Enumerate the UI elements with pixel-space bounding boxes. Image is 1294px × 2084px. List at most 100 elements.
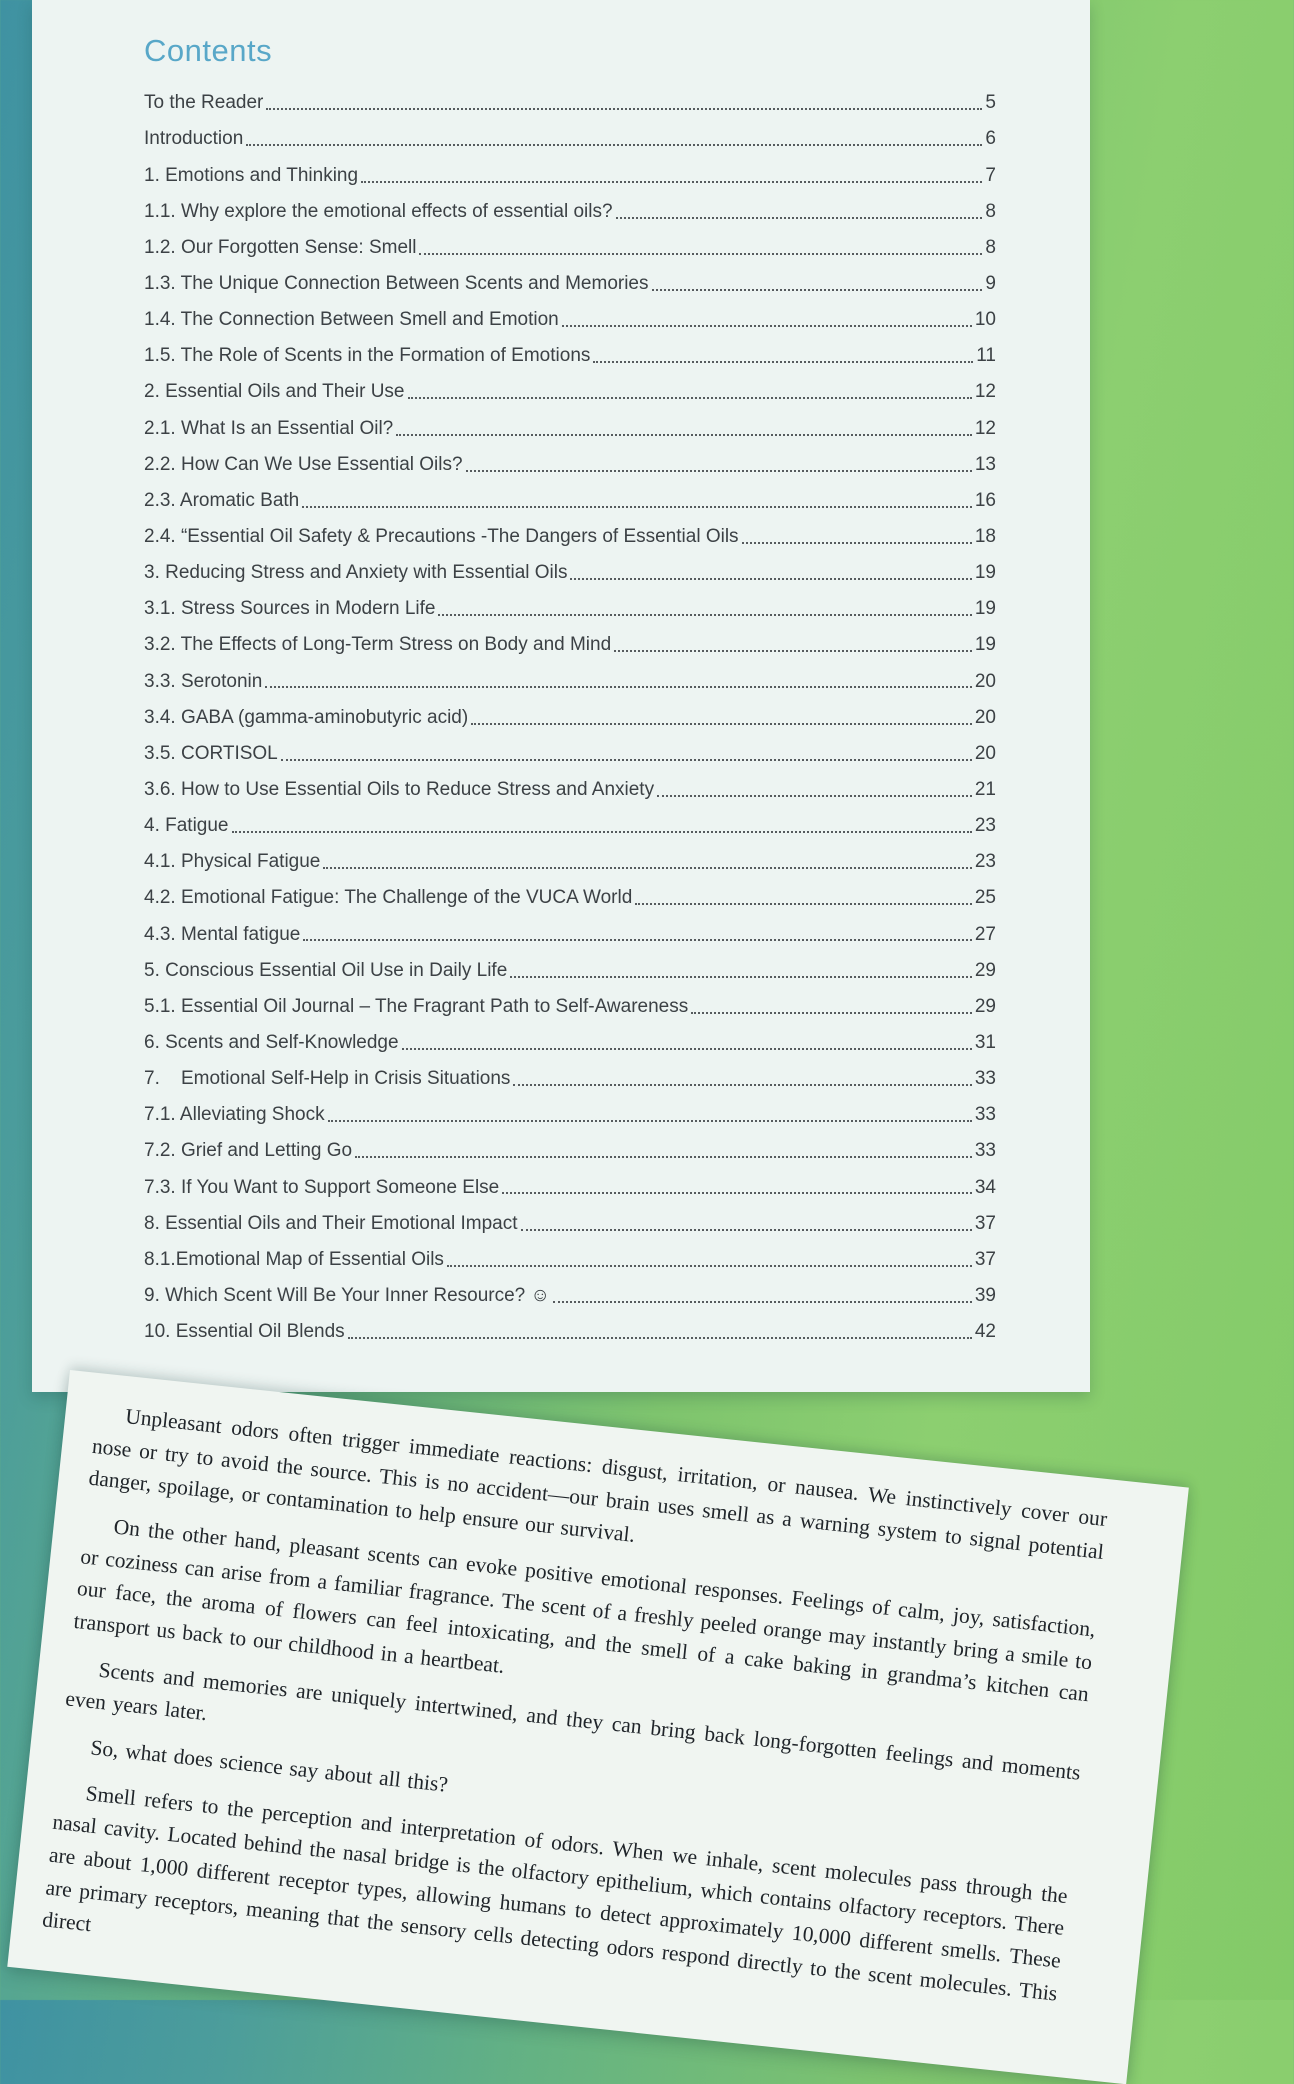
toc-leader-dots <box>465 469 972 472</box>
toc-entry-title: To the Reader <box>144 92 264 114</box>
toc-entry: 1.2. Our Forgotten Sense: Smell 8 <box>144 229 996 265</box>
article-paragraph: Smell refers to the perception and inter… <box>41 1780 1069 2006</box>
toc-entry-page-number: 42 <box>974 1321 996 1343</box>
toc-entry: 7.1. Alleviating Shock 33 <box>144 1096 996 1132</box>
toc-entry: 1.5. The Role of Scents in the Formation… <box>144 337 996 373</box>
article-page: Unpleasant odors often trigger immediate… <box>7 1370 1189 2084</box>
toc-leader-dots <box>615 216 983 219</box>
toc-leader-dots <box>355 1156 972 1159</box>
toc-entry-title: 1.4. The Connection Between Smell and Em… <box>144 309 559 331</box>
toc-entry: 3.4. GABA (gamma-aminobutyric acid) 20 <box>144 698 996 734</box>
toc-entry-page-number: 10 <box>974 309 996 331</box>
toc-entry-page-number: 21 <box>974 779 996 801</box>
toc-entry-page-number: 9 <box>985 273 996 295</box>
toc-entry-title: 3.5. CORTISOL <box>144 742 278 764</box>
toc-entry-page-number: 33 <box>974 1068 996 1090</box>
toc-entry: 1.1. Why explore the emotional effects o… <box>144 193 996 229</box>
toc-entry: 4.1. Physical Fatigue 23 <box>144 843 996 879</box>
toc-entry-page-number: 18 <box>974 526 996 548</box>
toc-entry: 3.3. Serotonin 20 <box>144 662 996 698</box>
toc-entry-page-number: 20 <box>974 706 996 728</box>
toc-entry: 2.1. What Is an Essential Oil? 12 <box>144 409 996 445</box>
toc-leader-dots <box>396 433 972 436</box>
toc-entry-title: 2.1. What Is an Essential Oil? <box>144 417 394 439</box>
toc-entry: 9. Which Scent Will Be Your Inner Resour… <box>144 1277 996 1313</box>
toc-leader-dots <box>552 1300 972 1303</box>
toc-leader-dots <box>651 288 983 291</box>
toc-leader-dots <box>302 505 972 508</box>
toc-entry-title: 2.4. “Essential Oil Safety & Precautions… <box>144 526 739 548</box>
toc-entry-title: 7.2. Grief and Letting Go <box>144 1140 353 1162</box>
toc-entry-page-number: 29 <box>974 995 996 1017</box>
toc-leader-dots <box>691 1011 972 1014</box>
toc-entry-title: 1.1. Why explore the emotional effects o… <box>144 200 613 222</box>
toc-entry-page-number: 16 <box>974 489 996 511</box>
toc-entry-page-number: 34 <box>974 1176 996 1198</box>
toc-leader-dots <box>513 1084 972 1087</box>
toc-page: Contents To the Reader 5 Introduction 6 1. E… <box>32 0 1090 1392</box>
toc-entry-title: 1. Emotions and Thinking <box>144 164 359 186</box>
toc-entry: 4.2. Emotional Fatigue: The Challenge of… <box>144 879 996 915</box>
toc-entry: 2.4. “Essential Oil Safety & Precautions… <box>144 518 996 554</box>
toc-entry-title: 3.2. The Effects of Long-Term Stress on … <box>144 634 612 656</box>
toc-entry: 7.3. If You Want to Support Someone Else… <box>144 1168 996 1204</box>
toc-entry-title: 10. Essential Oil Blends <box>144 1321 345 1343</box>
toc-entry-page-number: 12 <box>974 417 996 439</box>
toc-entry-title: 3.1. Stress Sources in Modern Life <box>144 598 436 620</box>
toc-entry: 8.1.Emotional Map of Essential Oils 37 <box>144 1241 996 1277</box>
toc-entry-title: 7.1. Alleviating Shock <box>144 1104 325 1126</box>
toc-entry-title: 4.3. Mental fatigue <box>144 923 301 945</box>
toc-entry-title: 3. Reducing Stress and Anxiety with Esse… <box>144 562 568 584</box>
toc-entry-title: Introduction <box>144 128 244 150</box>
toc-entry-title: 4.2. Emotional Fatigue: The Challenge of… <box>144 887 633 909</box>
toc-entry-title: 6. Scents and Self-Knowledge <box>144 1032 399 1053</box>
toc-entry-title: 1.5. The Role of Scents in the Formation… <box>144 345 591 367</box>
toc-entry-page-number: 23 <box>974 851 996 873</box>
toc-entry: 3.6. How to Use Essential Oils to Reduce… <box>144 771 996 807</box>
toc-entry: 4.3. Mental fatigue 27 <box>144 915 996 951</box>
toc-entry-title: 9. Which Scent Will Be Your Inner Resour… <box>144 1284 550 1306</box>
toc-entry-page-number: 25 <box>974 887 996 909</box>
toc-list: To the Reader 5 Introduction 6 1. Emotions a… <box>144 84 996 1349</box>
toc-entry-page-number: 20 <box>974 670 996 692</box>
toc-entry-title: 7. Emotional Self-Help in Crisis Situati… <box>144 1068 511 1090</box>
toc-entry: 7. Emotional Self-Help in Crisis Situati… <box>144 1060 996 1096</box>
toc-entry-page-number: 20 <box>974 742 996 764</box>
toc-entry-title: 3.6. How to Use Essential Oils to Reduce… <box>144 779 655 801</box>
toc-entry-page-number: 8 <box>985 236 996 258</box>
toc-leader-dots <box>361 180 983 183</box>
toc-entry: Introduction 6 <box>144 120 996 156</box>
toc-entry: 1.3. The Unique Connection Between Scent… <box>144 265 996 301</box>
toc-leader-dots <box>327 1120 972 1123</box>
toc-entry-title: 2.3. Aromatic Bath <box>144 489 300 511</box>
toc-leader-dots <box>570 578 972 581</box>
toc-entry: 2.3. Aromatic Bath 16 <box>144 482 996 518</box>
toc-entry-page-number: 8 <box>985 200 996 222</box>
toc-leader-dots <box>510 975 972 978</box>
toc-entry: 2. Essential Oils and Their Use 12 <box>144 373 996 409</box>
toc-entry-page-number: 31 <box>974 1032 996 1053</box>
toc-entry: 3.1. Stress Sources in Modern Life 19 <box>144 590 996 626</box>
toc-entry-title: 5. Conscious Essential Oil Use in Daily … <box>144 959 508 981</box>
toc-entry-page-number: 7 <box>985 164 996 186</box>
toc-leader-dots <box>614 650 972 653</box>
toc-leader-dots <box>561 325 972 328</box>
toc-entry-page-number: 19 <box>974 562 996 584</box>
toc-entry: 3.5. CORTISOL 20 <box>144 735 996 771</box>
toc-entry-title: 2. Essential Oils and Their Use <box>144 381 405 403</box>
toc-entry: 1.4. The Connection Between Smell and Em… <box>144 301 996 337</box>
toc-leader-dots <box>520 1228 972 1231</box>
toc-entry-page-number: 12 <box>974 381 996 403</box>
toc-entry-page-number: 37 <box>974 1212 996 1234</box>
toc-entry-title: 3.3. Serotonin <box>144 670 263 692</box>
toc-entry-page-number: 27 <box>974 923 996 945</box>
toc-entry: 5. Conscious Essential Oil Use in Daily … <box>144 951 996 987</box>
toc-entry-page-number: 33 <box>974 1140 996 1162</box>
toc-leader-dots <box>280 758 972 761</box>
toc-entry-page-number: 23 <box>974 815 996 837</box>
toc-entry: 8. Essential Oils and Their Emotional Im… <box>144 1204 996 1240</box>
toc-entry-title: 4.1. Physical Fatigue <box>144 851 321 873</box>
toc-entry-page-number: 33 <box>974 1104 996 1126</box>
toc-entry-page-number: 29 <box>974 959 996 981</box>
